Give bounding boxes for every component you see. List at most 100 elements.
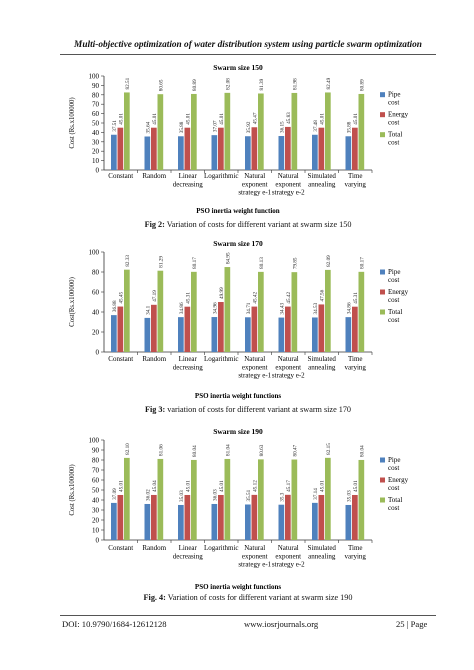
legend-swatch	[380, 112, 385, 118]
data-label: 47.19	[152, 290, 158, 302]
bar-pipe-cost	[111, 134, 117, 170]
y-tick-label: 10	[92, 157, 100, 165]
legend-swatch	[380, 457, 385, 463]
category-label: Natural	[278, 544, 299, 552]
category-label: annealing	[308, 552, 336, 560]
figure-caption-text: variation of costs for different variant…	[167, 405, 352, 414]
x-axis-title: PSO inertia weight functions	[195, 392, 281, 400]
bar-total-cost	[358, 93, 365, 170]
category-label: strategy e-1	[238, 561, 271, 569]
bar-pipe-cost	[345, 504, 352, 540]
bar-pipe-cost	[312, 317, 318, 352]
data-label: 45.01	[353, 113, 359, 125]
data-label: 80.65	[158, 79, 164, 91]
bar-total-cost	[291, 272, 298, 352]
category-label: exponent	[242, 552, 268, 560]
y-tick-label: 50	[92, 487, 100, 495]
category-label: Simulated	[308, 172, 337, 180]
category-label: decreasing	[173, 552, 203, 560]
category-label: decreasing	[173, 363, 203, 371]
legend-label: Total	[388, 131, 402, 139]
bar-energy-cost	[151, 304, 157, 352]
data-label: 45.01	[118, 480, 124, 492]
bar-pipe-cost	[312, 134, 318, 170]
data-label: 45.01	[319, 480, 325, 492]
data-label: 37.14	[313, 488, 319, 500]
data-label: 35.03	[179, 490, 185, 502]
bar-pipe-cost	[345, 317, 352, 352]
data-label: 37.09	[112, 488, 118, 500]
category-label: Random	[142, 544, 166, 552]
data-label: 82.33	[125, 255, 131, 267]
bar-pipe-cost	[211, 317, 218, 352]
bar-total-cost	[258, 459, 264, 540]
bar-pipe-cost	[278, 136, 285, 170]
data-label: 36.03	[212, 489, 218, 501]
legend-swatch	[380, 309, 385, 315]
footer-rule	[60, 615, 436, 616]
y-tick-label: 60	[92, 477, 100, 485]
data-label: 84.95	[225, 252, 231, 264]
data-label: 82.09	[326, 255, 332, 267]
data-label: 37.51	[112, 120, 118, 132]
y-tick-label: 30	[92, 138, 100, 146]
data-label: 34.86	[346, 302, 352, 314]
footer-page-number: 25 | Page	[396, 619, 428, 629]
data-label: 80.89	[192, 79, 198, 91]
bar-energy-cost	[117, 306, 124, 352]
data-label: 45.01	[185, 113, 191, 125]
legend-label: Pipe	[388, 91, 400, 99]
figure-label: Fig 2:	[144, 220, 165, 229]
data-label: 45.01	[353, 480, 359, 492]
bar-energy-cost	[285, 494, 291, 540]
bar-energy-cost	[352, 494, 358, 540]
data-label: 37.48	[313, 120, 319, 132]
category-label: exponent	[275, 180, 301, 188]
bar-total-cost	[291, 92, 298, 170]
legend-label: Pipe	[388, 456, 400, 464]
bar-energy-cost	[117, 127, 124, 170]
legend-label: Total	[388, 308, 402, 316]
category-label: decreasing	[173, 180, 203, 188]
data-label: 82.15	[326, 443, 332, 455]
chart-title: Swarm size 150	[213, 63, 263, 72]
data-label: 45.01	[219, 480, 225, 492]
data-label: 81.98	[292, 78, 298, 90]
bar-energy-cost	[251, 306, 258, 352]
footer-site: www.iosrjournals.org	[244, 619, 319, 629]
category-label: Simulated	[308, 355, 337, 363]
category-label: varying	[345, 180, 367, 188]
legend-label: Energy	[388, 288, 409, 296]
category-label: Natural	[278, 172, 299, 180]
footer-doi: DOI: 10.9790/1684-12612128	[62, 619, 167, 629]
bar-energy-cost	[151, 127, 157, 170]
data-label: 35.88	[179, 121, 185, 133]
category-label: Natural	[244, 355, 265, 363]
bar-pipe-cost	[178, 317, 184, 352]
bar-total-cost	[224, 92, 231, 170]
data-label: 80.17	[359, 257, 365, 269]
data-label: 80.47	[292, 444, 298, 456]
data-label: 82.10	[125, 443, 131, 455]
bar-pipe-cost	[211, 135, 218, 170]
chart-swarm-170: Swarm size 170 0 20 40 60 80 100 Cost(Rs.x10000…	[69, 239, 409, 400]
category-label: Random	[142, 355, 166, 363]
data-label: 82.49	[326, 77, 332, 89]
data-label: 35.03	[346, 490, 352, 502]
data-label: 45.42	[286, 292, 292, 304]
legend-label: Total	[388, 496, 402, 504]
legend-label: Energy	[388, 476, 409, 484]
y-tick-label: 70	[92, 467, 100, 475]
data-label: 45.17	[286, 480, 292, 492]
bar-pipe-cost	[111, 502, 117, 540]
category-label: Random	[142, 172, 166, 180]
y-tick-label: 0	[96, 349, 100, 357]
category-label: Time	[348, 355, 363, 363]
category-label: Linear	[179, 544, 198, 552]
category-label: varying	[345, 552, 367, 560]
category-label: Logarithmic	[204, 172, 239, 180]
bar-energy-cost	[151, 494, 157, 540]
data-label: 35.64	[145, 121, 151, 133]
category-label: Time	[348, 544, 363, 552]
y-tick-label: 40	[92, 309, 100, 317]
